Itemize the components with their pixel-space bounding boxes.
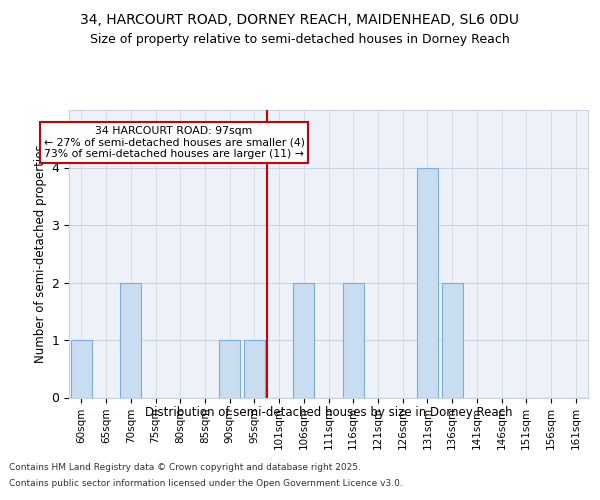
Bar	[417, 168, 438, 398]
Bar	[293, 282, 314, 398]
Bar	[244, 340, 265, 398]
Bar	[219, 340, 240, 398]
Text: Distribution of semi-detached houses by size in Dorney Reach: Distribution of semi-detached houses by …	[145, 406, 512, 419]
Bar	[343, 282, 364, 398]
Bar	[71, 340, 92, 398]
Bar	[442, 282, 463, 398]
Text: Contains HM Land Registry data © Crown copyright and database right 2025.: Contains HM Land Registry data © Crown c…	[9, 464, 361, 472]
Text: 34, HARCOURT ROAD, DORNEY REACH, MAIDENHEAD, SL6 0DU: 34, HARCOURT ROAD, DORNEY REACH, MAIDENH…	[80, 12, 520, 26]
Bar	[120, 282, 141, 398]
Y-axis label: Number of semi-detached properties: Number of semi-detached properties	[34, 144, 47, 363]
Text: Contains public sector information licensed under the Open Government Licence v3: Contains public sector information licen…	[9, 478, 403, 488]
Text: Size of property relative to semi-detached houses in Dorney Reach: Size of property relative to semi-detach…	[90, 32, 510, 46]
Text: 34 HARCOURT ROAD: 97sqm
← 27% of semi-detached houses are smaller (4)
73% of sem: 34 HARCOURT ROAD: 97sqm ← 27% of semi-de…	[44, 126, 305, 160]
